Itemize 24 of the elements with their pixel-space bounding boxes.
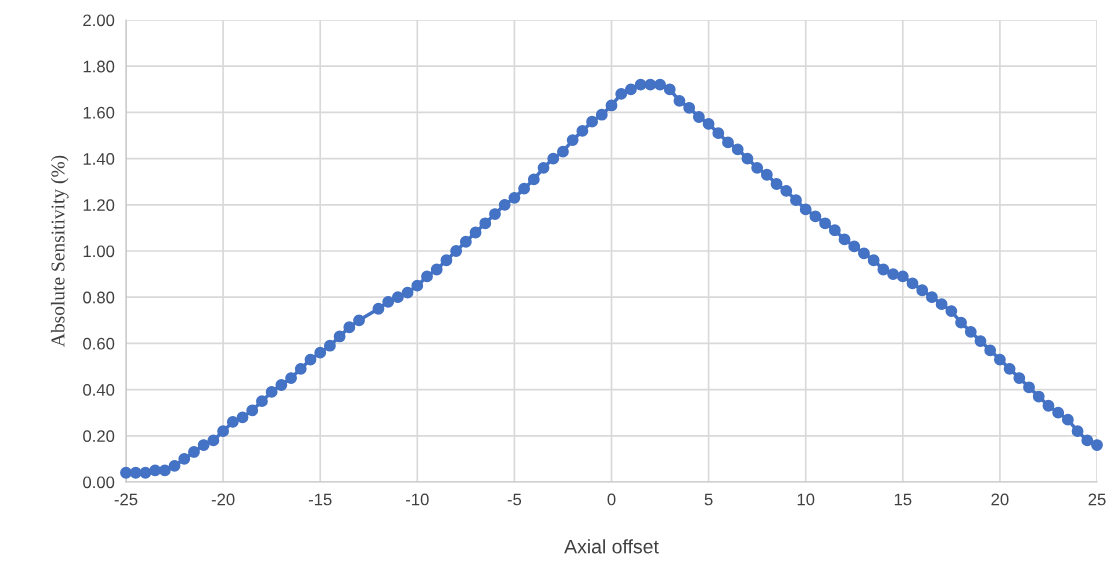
x-tick-label: 15 (894, 493, 912, 506)
y-tick-label: 0.80 (83, 291, 115, 304)
y-axis-title: Absolute Sensitivity (%) (50, 155, 69, 347)
x-tick-label: 20 (991, 493, 1009, 506)
y-tick-label: 0.00 (83, 476, 115, 489)
y-tick-label: 0.20 (83, 430, 115, 442)
x-tick-label: -25 (114, 493, 138, 506)
y-tick-label: 1.60 (83, 106, 115, 119)
x-tick-label: -10 (406, 493, 429, 506)
y-tick-label: 0.40 (83, 384, 115, 396)
x-tick-label: 0 (607, 493, 616, 506)
y-tick-label: 1.20 (83, 199, 115, 211)
y-tick-label: 2.00 (83, 14, 115, 27)
x-tick-label: 25 (1088, 493, 1106, 506)
y-tick-label: 1.00 (83, 245, 115, 258)
x-tick-label: -5 (507, 493, 522, 506)
y-tick-label: 1.80 (83, 60, 115, 73)
x-tick-label: -20 (211, 493, 235, 506)
x-tick-label: -15 (308, 493, 332, 506)
y-tick-label: 0.60 (83, 337, 115, 350)
x-tick-label: 10 (797, 493, 815, 506)
y-tick-label: 1.40 (83, 153, 115, 165)
x-axis-title: Axial offset (564, 539, 659, 554)
x-tick-label: 5 (704, 493, 713, 506)
